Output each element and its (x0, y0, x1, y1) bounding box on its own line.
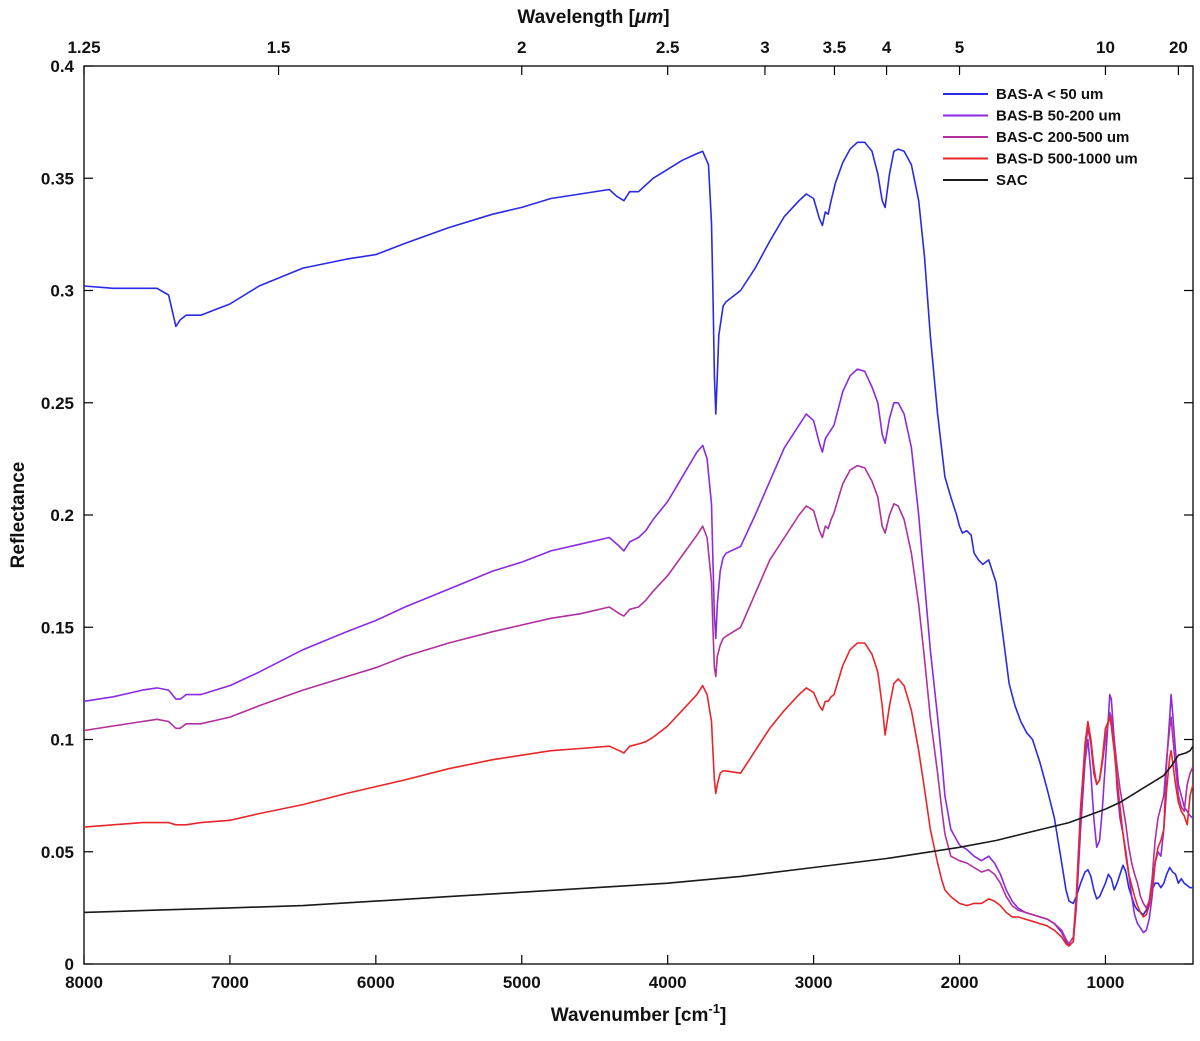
series-line-5 (84, 745, 1193, 914)
y-tick-label: 0.35 (41, 169, 74, 188)
top-tick-label: 3 (760, 38, 769, 57)
top-tick-label: 10 (1096, 38, 1115, 57)
y-axis-title: Reflectance (8, 462, 29, 569)
y-tick-label: 0.4 (50, 57, 74, 76)
series-line-2 (84, 368, 1193, 947)
y-tick-label: 0.05 (41, 843, 74, 862)
legend-label: SAC (996, 172, 1028, 189)
x-tick-label: 3000 (795, 973, 833, 992)
top-tick-label: 20 (1169, 38, 1188, 57)
top-tick-label: 2.5 (656, 38, 680, 57)
x-axis-title-superscript: -1 (708, 1001, 720, 1016)
series-line-1 (84, 141, 1193, 916)
plot-frame (83, 65, 1194, 965)
top-tick-label: 4 (882, 38, 892, 57)
y-tick-label: 0 (65, 955, 74, 974)
top-tick-label: 1.5 (267, 38, 291, 57)
y-tick-label: 0.1 (50, 731, 74, 750)
series-line-3 (84, 464, 1193, 945)
x-axis-title: Wavenumber [cm-1] (551, 1001, 727, 1026)
x-tick-label: 1000 (1087, 973, 1125, 992)
x-axis-title-end: ] (720, 1005, 726, 1026)
legend-label: BAS-A < 50 um (996, 86, 1103, 103)
legend-label: BAS-D 500-1000 um (996, 151, 1138, 168)
top-tick-label: 1.25 (67, 38, 100, 57)
x-tick-label: 4000 (649, 973, 687, 992)
x-tick-label: 6000 (357, 973, 395, 992)
top-tick-label: 5 (955, 38, 964, 57)
x-tick-label: 5000 (503, 973, 541, 992)
legend-label: BAS-C 200-500 um (996, 129, 1129, 146)
top-tick-label: 2 (517, 38, 526, 57)
y-tick-label: 0.15 (41, 618, 74, 637)
x-tick-label: 7000 (211, 973, 249, 992)
x-tick-label: 2000 (941, 973, 979, 992)
top-axis-title: Wavelength [μm] (517, 7, 669, 28)
series-line-4 (84, 642, 1193, 947)
y-tick-label: 0.3 (50, 282, 74, 301)
legend-label: BAS-B 50-200 um (996, 108, 1121, 125)
series-group (84, 141, 1193, 947)
top-tick-label: 3.5 (823, 38, 847, 57)
y-tick-label: 0.2 (50, 506, 74, 525)
x-tick-label: 8000 (65, 973, 103, 992)
top-axis-title-unit: μm (634, 7, 663, 28)
y-tick-label: 0.25 (41, 394, 74, 413)
